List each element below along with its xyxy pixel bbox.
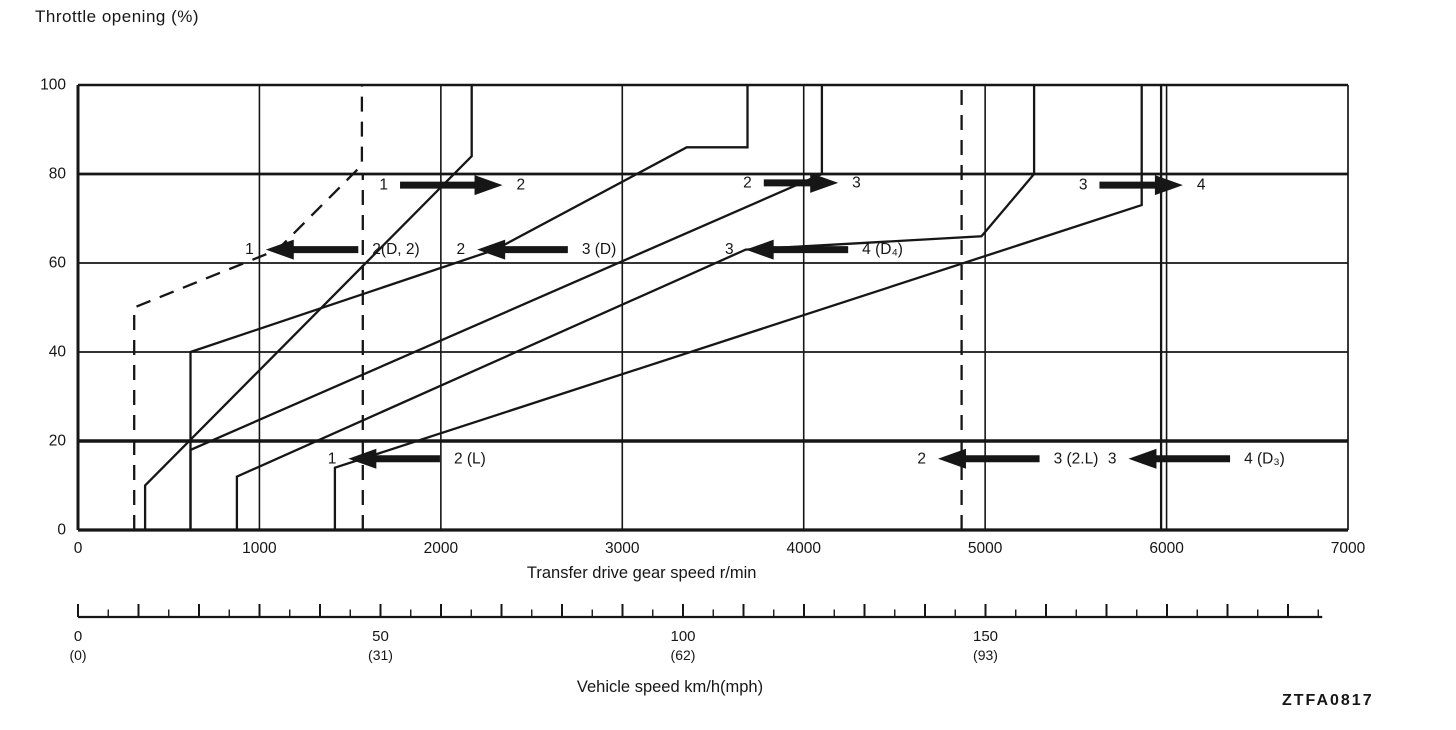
gear-label-to: 3 <box>852 174 861 191</box>
shift-arrow-down-4-3-d4: 3 4 (D₄) <box>725 239 903 260</box>
shift-line-2-3-upshift <box>189 85 824 530</box>
speed-tick-mph: (62) <box>671 647 696 663</box>
y-tick-label: 20 <box>49 433 67 450</box>
chart-title: Throttle opening (%) <box>35 7 200 26</box>
plot-border <box>76 83 1349 532</box>
shift-line-4-3-downshift-d4 <box>235 85 1036 530</box>
x-tick-label: 5000 <box>968 540 1003 557</box>
figure-code: ZTFA0817 <box>1282 692 1374 709</box>
y-tick-label: 80 <box>49 166 67 183</box>
shift-arrow-down-3-2-d: 2 3 (D) <box>457 239 616 260</box>
gear-label-to: 2 <box>517 177 526 194</box>
x-tick-label: 3000 <box>605 540 640 557</box>
gear-label-to: 2(D, 2) <box>372 241 419 258</box>
speed-tick-mph: (0) <box>69 647 86 663</box>
shift-arrow-down-2-1-l: 1 2 (L) <box>328 448 486 469</box>
y-tick-label: 0 <box>57 522 66 539</box>
gear-label-from: 1 <box>328 450 337 467</box>
speed-tick-kmh: 100 <box>670 628 695 645</box>
speed-tick-mph: (93) <box>973 647 998 663</box>
gear-label-to: 4 (D₃) <box>1244 450 1285 467</box>
y-axis-ticks: 0 20 40 60 80 100 <box>40 77 66 539</box>
gear-label-to: 4 (D₄) <box>862 241 903 258</box>
x-tick-label: 0 <box>74 540 83 557</box>
x-tick-label: 4000 <box>786 540 821 557</box>
gear-label-from: 1 <box>245 241 254 258</box>
gear-label-to: 2 (L) <box>454 450 486 467</box>
gear-label-from: 2 <box>457 241 466 258</box>
shift-arrows: 1 2 2 3 3 41 2(D, 2) 2 3 (D) 3 4 (D₄)1 2 (L) 2 3 (2.L… <box>245 172 1285 469</box>
shift-line-3-2-downshift-d <box>189 85 749 530</box>
x-axis-ticks: 0 1000 2000 3000 4000 5000 6000 7000 Transfer dr… <box>74 540 1366 582</box>
shift-arrow-down-4-3-d3: 3 4 (D₃) <box>1108 448 1285 469</box>
gear-label-from: 3 <box>1079 177 1088 194</box>
gear-label-from: 2 <box>917 450 926 467</box>
gear-label-from: 1 <box>379 177 388 194</box>
x-tick-label: 1000 <box>242 540 277 557</box>
gear-label-from: 3 <box>1108 450 1117 467</box>
speed-tick-mph: (31) <box>368 647 393 663</box>
gear-label-from: 2 <box>743 174 752 191</box>
shift-arrow-down-2-1-d2: 1 2(D, 2) <box>245 239 420 260</box>
vehicle-speed-axis: 0 (0) 50 (31) 100 (62) 150 (93) Vehicle speed km… <box>69 604 1323 696</box>
x-tick-label: 7000 <box>1331 540 1366 557</box>
speed-axis-title: Vehicle speed km/h(mph) <box>577 678 763 696</box>
shift-lines <box>133 85 1163 530</box>
shift-arrow-down-3-2-2l: 2 3 (2.L) <box>917 448 1099 469</box>
x-tick-label: 2000 <box>424 540 459 557</box>
x-tick-label: 6000 <box>1149 540 1184 557</box>
gear-label-to: 3 (D) <box>582 241 616 258</box>
y-tick-label: 100 <box>40 77 66 94</box>
speed-tick-kmh: 150 <box>973 628 998 645</box>
speed-tick-kmh: 50 <box>372 628 389 645</box>
shift-line-3-4-upshift <box>333 85 1143 530</box>
shift-line-1-2-upshift <box>143 85 473 530</box>
gear-label-to: 4 <box>1197 177 1206 194</box>
y-tick-label: 60 <box>49 255 67 272</box>
gear-label-from: 3 <box>725 241 734 258</box>
y-tick-label: 40 <box>49 344 67 361</box>
gear-label-to: 3 (2.L) <box>1054 450 1099 467</box>
speed-tick-kmh: 0 <box>74 628 82 645</box>
x-axis-title: Transfer drive gear speed r/min <box>527 564 757 582</box>
